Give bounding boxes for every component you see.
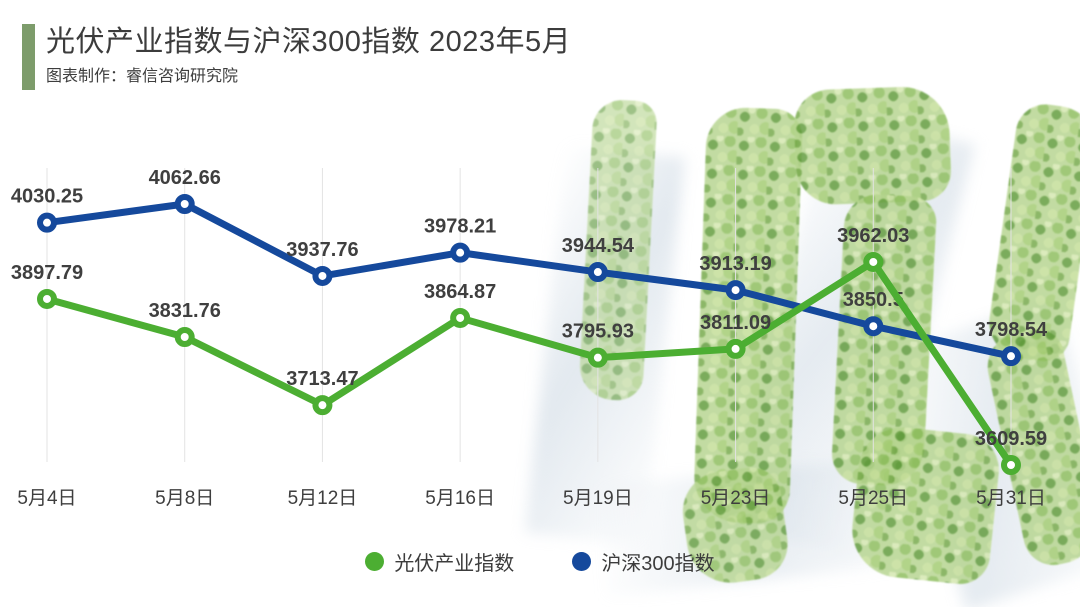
x-axis-label: 5月23日	[701, 488, 771, 509]
data-label: 3831.76	[149, 300, 221, 322]
data-point[interactable]	[450, 307, 471, 328]
data-point[interactable]	[587, 262, 608, 283]
x-axis-label: 5月31日	[976, 488, 1046, 509]
data-point[interactable]	[174, 194, 195, 214]
data-label: 3978.21	[424, 216, 496, 238]
data-label: 3798.54	[975, 319, 1048, 341]
x-axis-label: 5月19日	[563, 488, 633, 509]
data-label: 3944.54	[562, 235, 635, 257]
data-label: 3937.76	[286, 239, 358, 261]
legend-item-csi300[interactable]: 沪深300指数	[572, 547, 715, 576]
title-accent-bar	[22, 24, 35, 90]
x-axis-label: 5月8日	[155, 488, 214, 509]
chart-credit: 图表制作：睿信咨询研究院	[46, 68, 239, 86]
data-label: 3962.03	[837, 225, 909, 247]
data-point[interactable]	[37, 288, 57, 309]
data-point[interactable]	[450, 242, 471, 263]
data-label: 3609.59	[975, 428, 1047, 450]
x-axis-label: 5月4日	[17, 488, 76, 509]
x-axis-label: 5月25日	[838, 488, 908, 509]
data-label: 3913.19	[699, 253, 771, 275]
data-point[interactable]	[1001, 346, 1021, 367]
data-point[interactable]	[37, 212, 57, 233]
data-label: 3795.93	[562, 321, 634, 343]
data-point[interactable]	[587, 347, 608, 368]
data-point[interactable]	[312, 395, 333, 416]
data-label: 3897.79	[11, 262, 83, 284]
data-point[interactable]	[312, 265, 333, 286]
data-point[interactable]	[1001, 455, 1021, 475]
data-label: 4030.25	[11, 186, 83, 208]
x-axis-label: 5月12日	[288, 488, 358, 509]
data-point[interactable]	[174, 327, 195, 348]
x-axis-label: 5月16日	[425, 488, 495, 509]
data-label: 3811.09	[700, 312, 771, 334]
legend-label: 光伏产业指数	[394, 553, 515, 575]
page-title: 光伏产业指数与沪深300指数 2023年5月	[46, 26, 572, 58]
data-label: 4062.66	[149, 167, 221, 189]
data-point[interactable]	[863, 251, 884, 272]
legend-dot-blue-icon	[572, 552, 592, 571]
legend: 光伏产业指数 沪深300指数	[0, 547, 1080, 576]
header: 光伏产业指数与沪深300指数 2023年5月 图表制作：睿信咨询研究院	[22, 24, 571, 90]
header-text: 光伏产业指数与沪深300指数 2023年5月 图表制作：睿信咨询研究院	[46, 24, 571, 90]
data-label: 3713.47	[286, 368, 358, 390]
legend-item-pv-index[interactable]: 光伏产业指数	[365, 547, 514, 576]
legend-label: 沪深300指数	[601, 553, 715, 575]
legend-dot-green-icon	[365, 552, 385, 571]
data-label: 3864.87	[424, 281, 496, 303]
data-point[interactable]	[725, 280, 746, 301]
data-point[interactable]	[863, 316, 884, 337]
data-point[interactable]	[725, 338, 746, 359]
